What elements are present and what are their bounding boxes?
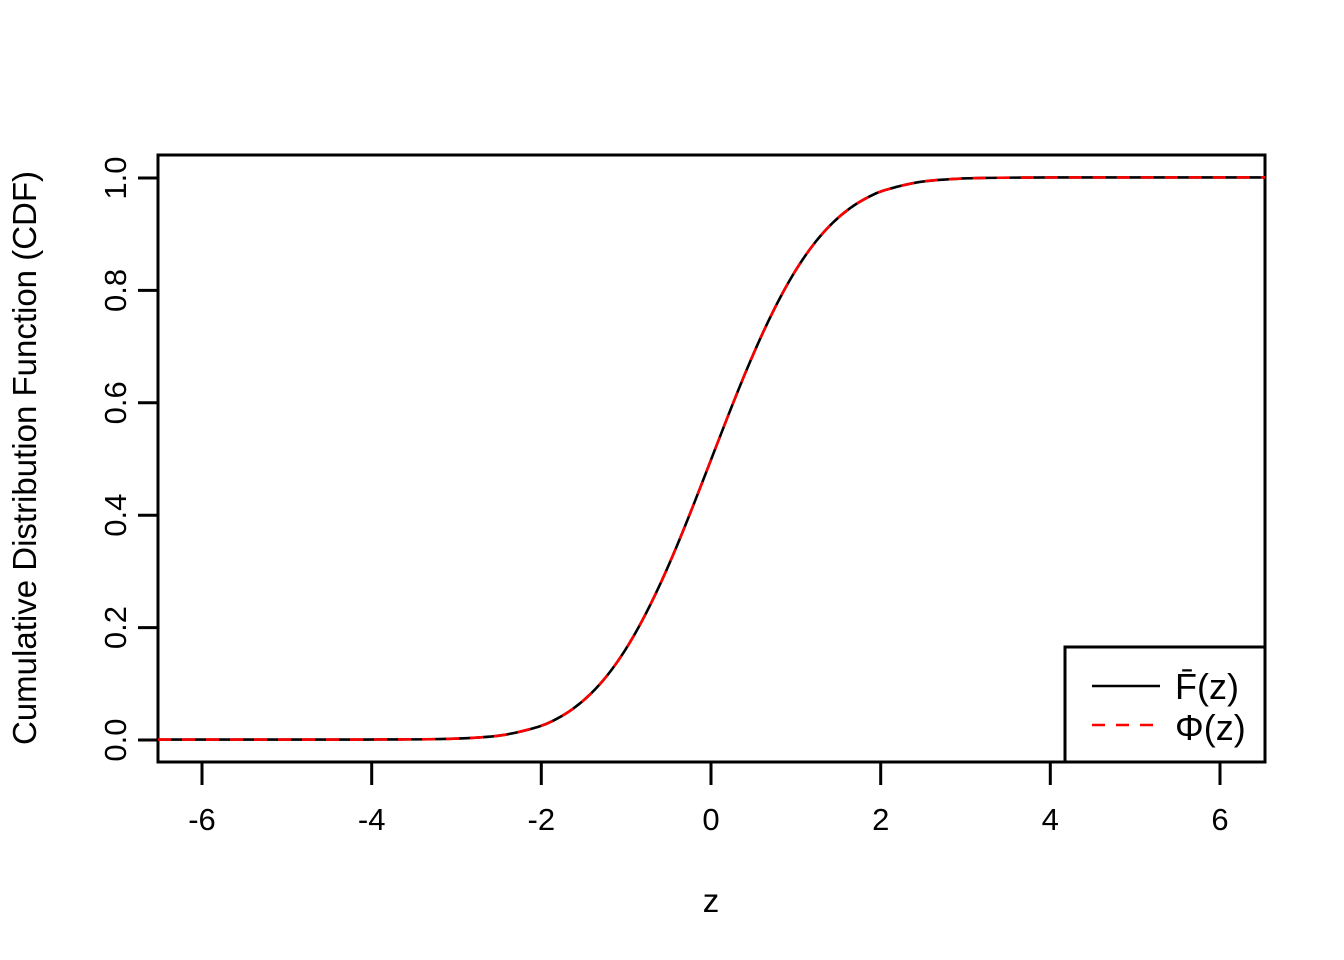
y-tick-label: 0.2 [98,606,133,649]
x-tick-label: 6 [1211,802,1228,837]
y-axis-tick-labels: 0.0 0.2 0.4 0.6 0.8 1.0 [98,156,133,761]
legend-box [1063,645,1267,764]
y-tick-label: 0.6 [98,381,133,424]
x-axis-ticks [200,762,1222,785]
x-tick-label: 0 [702,802,719,837]
legend-label-fbar: F̄(z) [1175,666,1239,707]
x-tick-label: 2 [872,802,889,837]
x-axis-title: z [703,882,720,919]
y-axis-ticks [138,176,158,742]
y-tick-label: 0.0 [98,718,133,761]
y-tick-label: 1.0 [98,156,133,199]
x-axis-tick-labels: -6 -4 -2 0 2 4 6 [188,802,1228,837]
y-axis-title: Cumulative Distribution Function (CDF) [6,171,43,745]
legend-label-phi: Φ(z) [1175,707,1246,748]
x-tick-label: -4 [358,802,386,837]
x-tick-label: 4 [1042,802,1059,837]
y-tick-label: 0.8 [98,269,133,312]
series-line-phi [158,176,1265,741]
legend[interactable]: F̄(z) Φ(z) [1063,645,1267,764]
x-tick-label: -2 [528,802,556,837]
y-tick-label: 0.4 [98,494,133,537]
x-tick-label: -6 [188,802,216,837]
series-group [158,176,1265,741]
